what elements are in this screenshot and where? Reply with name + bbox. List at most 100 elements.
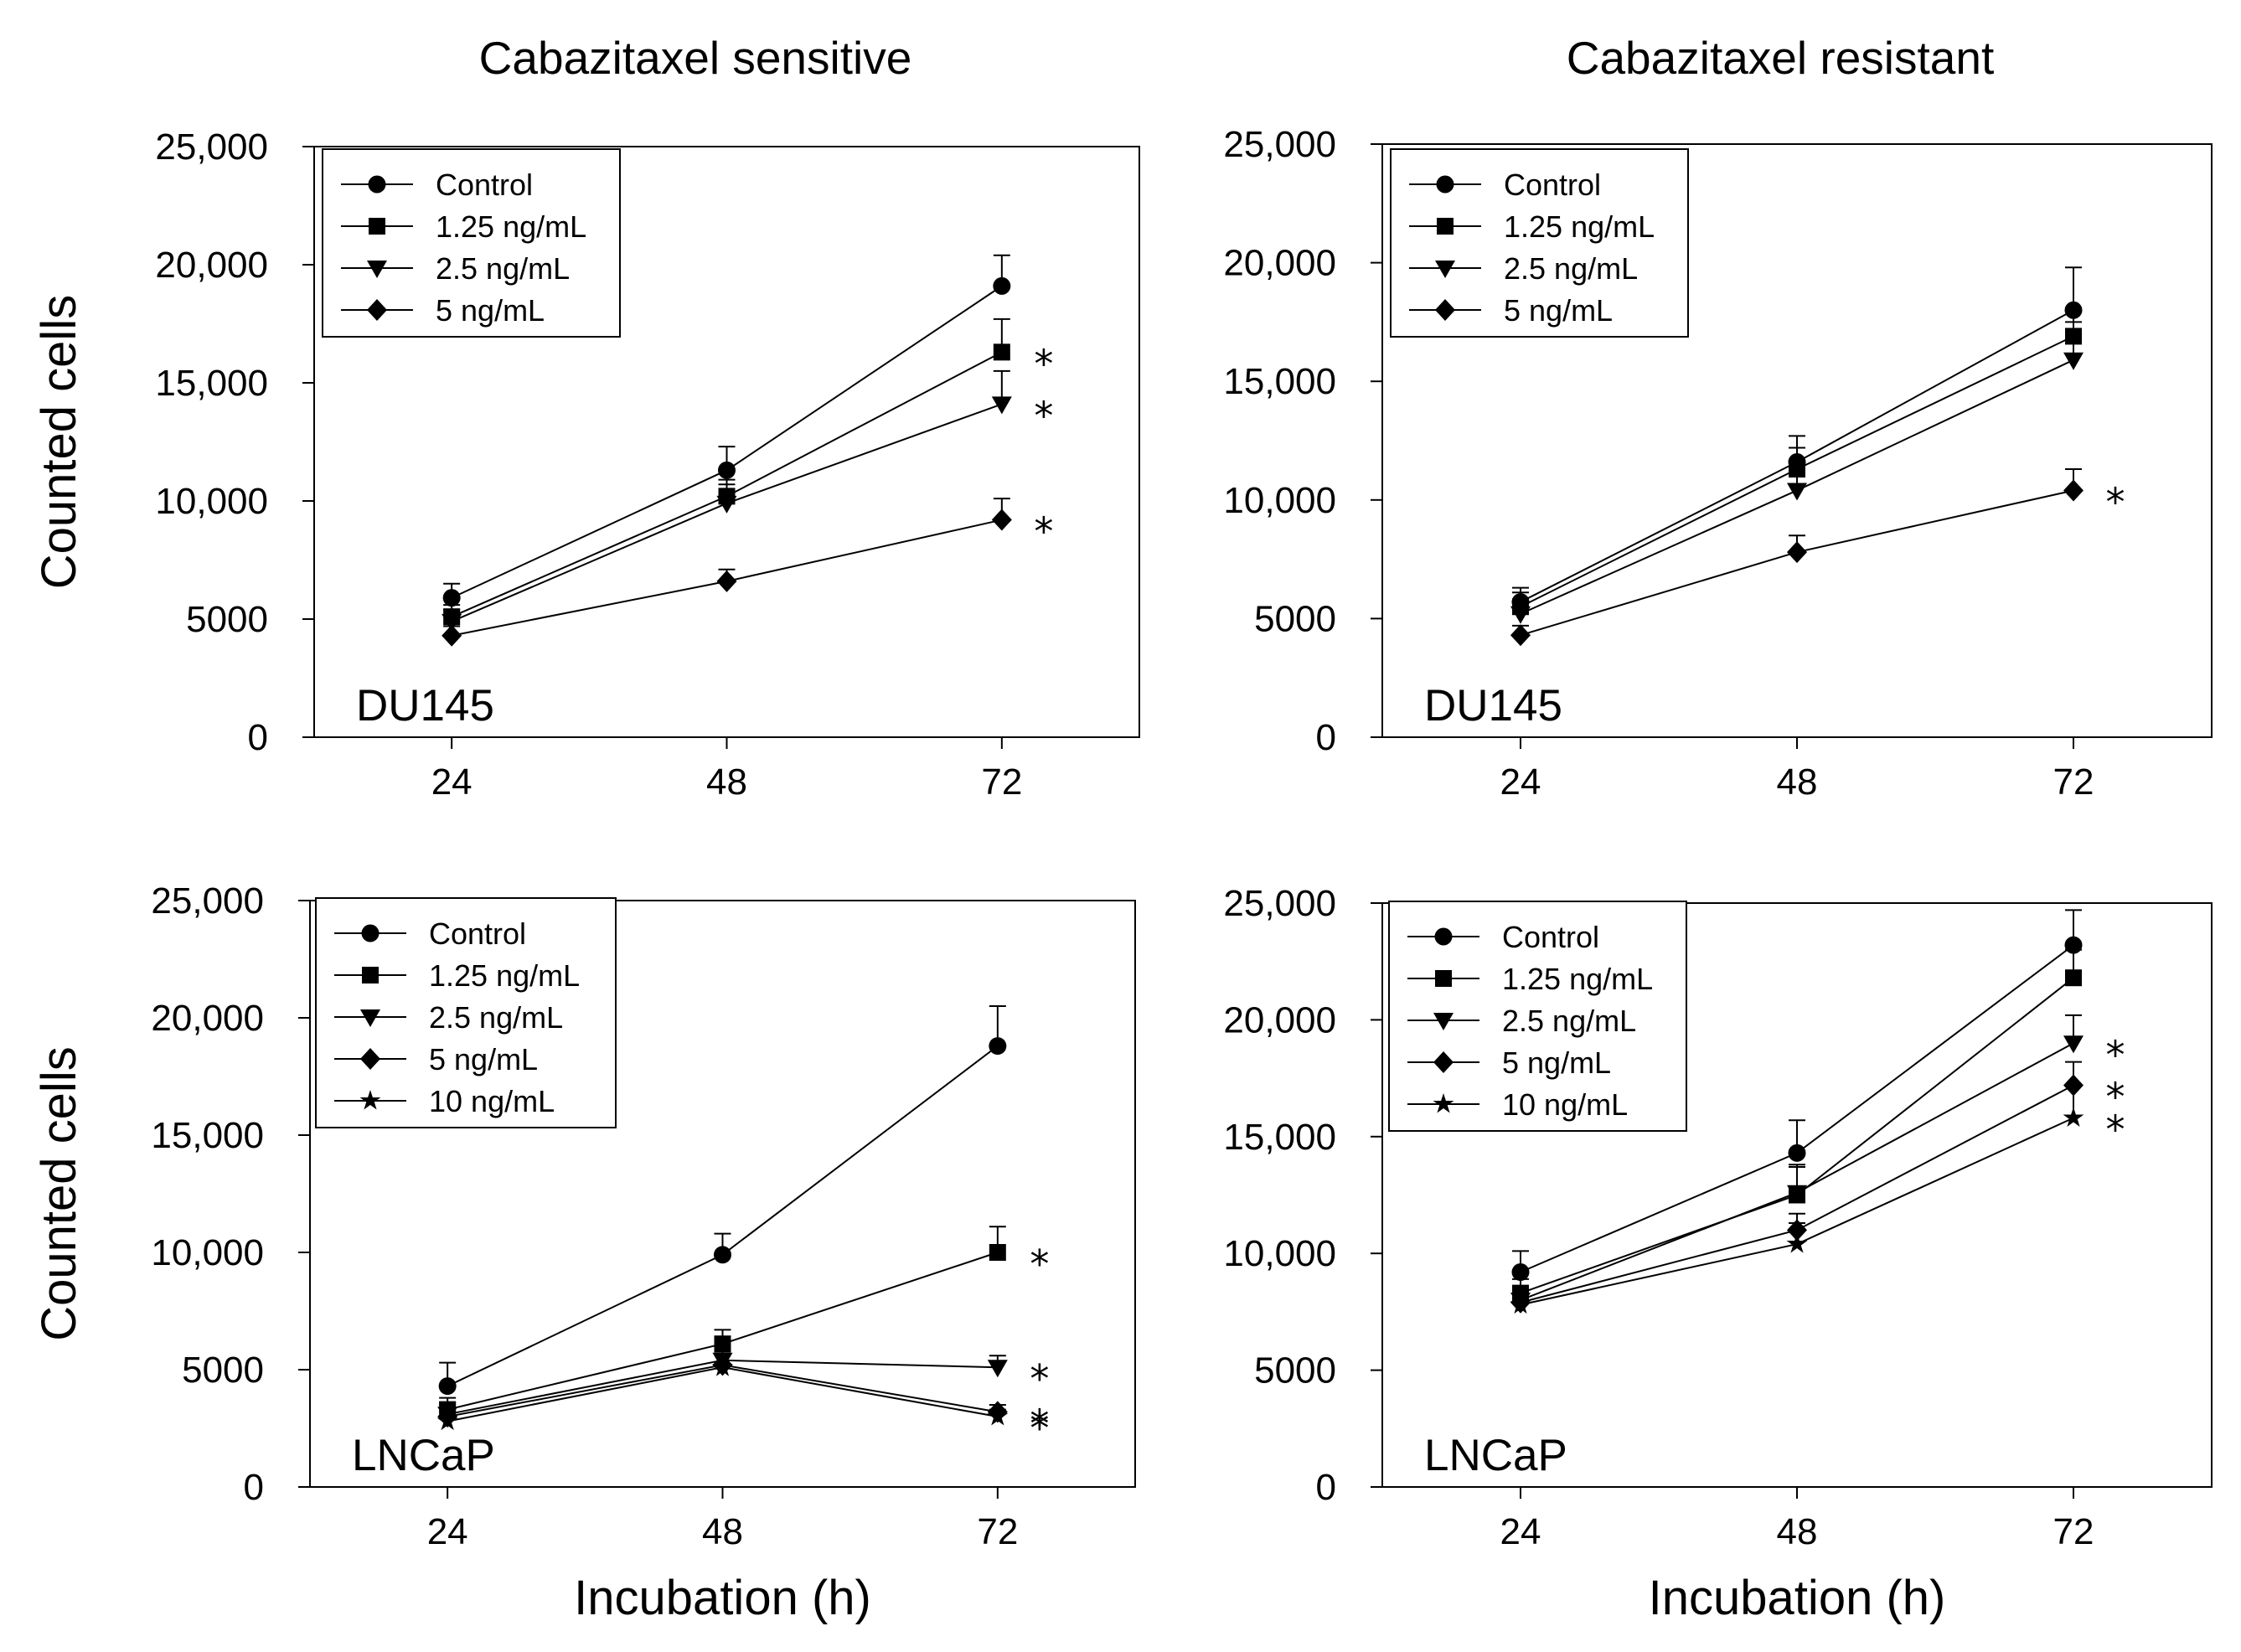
chart-top-right: 0 5000 10,000 15,000 20,000 25,000 24 48 72 * Cont…: [1223, 124, 2213, 803]
legend: Control 1.25 ng/mL 2.5 ng/mL 5 ng/mL 10 ng/m…: [315, 897, 617, 1128]
series-1-25-ng-ml: *: [443, 317, 1053, 626]
legend-entry: 1.25 ng/mL: [436, 209, 586, 244]
x-tick-label: 24: [1500, 761, 1541, 803]
legend-entry: 5 ng/mL: [1504, 293, 1613, 328]
legend-entry: 5 ng/mL: [436, 293, 545, 328]
legend-entry: 2.5 ng/mL: [1504, 251, 1638, 286]
data-point: [1510, 1293, 1531, 1314]
legend-entry: 10 ng/mL: [1502, 1087, 1628, 1122]
data-point: [993, 343, 1010, 361]
chart-bottom-right: 0 5000 10,000 15,000 20,000 25,000 24 48 72 Incub…: [1223, 883, 2213, 1625]
data-point: [1787, 1185, 1807, 1203]
series-5-ng-ml: *: [1510, 467, 2125, 647]
y-tick-label: 20,000: [155, 245, 268, 286]
significance-asterisk: *: [2106, 1074, 2125, 1119]
legend-marker: [1435, 299, 1455, 321]
series-2-5-ng-ml: *: [441, 369, 1053, 632]
series-1-25-ng-ml: *: [439, 1226, 1049, 1418]
data-point: [438, 1377, 457, 1396]
data-point: [714, 1246, 731, 1264]
legend-marker: [367, 261, 387, 278]
legend-entry: 1.25 ng/mL: [429, 958, 580, 993]
legend-marker: [1433, 1051, 1454, 1073]
y-tick-label: 10,000: [1223, 480, 1336, 521]
data-point: [987, 1406, 1009, 1426]
legend-marker: [360, 1048, 380, 1070]
y-tick-label: 25,000: [155, 126, 268, 168]
legend-marker: [368, 175, 386, 194]
data-point: [991, 396, 1012, 415]
legend-marker: [367, 299, 387, 321]
significance-asterisk: *: [1030, 1406, 1049, 1451]
legend-entry: 1.25 ng/mL: [1502, 962, 1653, 996]
series-2-5-ng-ml: [1510, 321, 2084, 624]
data-point: [1511, 1263, 1530, 1282]
series-control: [438, 1005, 1007, 1396]
y-tick-label: 0: [1316, 1467, 1336, 1508]
y-tick-label: 15,000: [1223, 361, 1336, 402]
legend-entry: 2.5 ng/mL: [1502, 1004, 1636, 1038]
data-point: [712, 1356, 733, 1376]
x-tick-label: 48: [706, 761, 747, 803]
data-point: [2063, 479, 2084, 502]
y-tick-label: 20,000: [1223, 243, 1336, 284]
data-point: [1786, 1233, 1808, 1253]
y-tick-label: 25,000: [1223, 883, 1336, 924]
significance-asterisk: *: [2106, 1107, 2125, 1152]
series-10-ng-ml: *: [1510, 1084, 2125, 1314]
data-point: [718, 461, 736, 479]
series-control: [442, 254, 1011, 607]
x-tick-label: 72: [977, 1511, 1018, 1552]
data-point: [714, 1335, 731, 1353]
data-point: [989, 1244, 1006, 1261]
legend-entry: 1.25 ng/mL: [1504, 209, 1655, 244]
y-axis-label: Counted cells: [32, 295, 86, 589]
y-tick-label: 5000: [186, 599, 268, 640]
y-tick-label: 25,000: [1223, 124, 1336, 165]
data-point: [716, 495, 737, 514]
legend-marker: [1434, 927, 1453, 946]
chart-bottom-left: 0 5000 10,000 15,000 20,000 25,000 24 48 72 Count…: [32, 880, 1136, 1625]
x-tick-label: 72: [2053, 1511, 2094, 1552]
y-tick-label: 10,000: [151, 1232, 264, 1273]
legend-entry: 5 ng/mL: [1502, 1045, 1611, 1080]
y-tick-label: 10,000: [155, 481, 268, 522]
y-tick-label: 15,000: [1223, 1117, 1336, 1158]
data-point: [1787, 541, 1807, 564]
significance-asterisk: *: [1030, 1401, 1049, 1446]
legend-marker: [361, 924, 380, 942]
significance-asterisk: *: [1034, 341, 1053, 386]
y-tick-label: 0: [248, 717, 268, 758]
legend-marker: [1433, 1093, 1454, 1113]
legend-marker: [359, 1090, 381, 1110]
significance-asterisk: *: [1034, 393, 1053, 438]
legend-entry: Control: [1502, 920, 1599, 954]
legend-entry: 5 ng/mL: [429, 1042, 538, 1076]
x-tick-label: 24: [1500, 1511, 1541, 1552]
y-tick-label: 10,000: [1223, 1233, 1336, 1274]
series-10-ng-ml: *: [436, 1352, 1049, 1451]
cell-line-label: DU145: [1424, 681, 1562, 730]
data-point: [1787, 483, 1807, 501]
x-tick-label: 72: [2053, 761, 2094, 803]
data-point: [716, 570, 737, 592]
data-point: [442, 589, 461, 607]
legend-entry: Control: [1504, 168, 1601, 202]
series-2-5-ng-ml: *: [437, 1345, 1049, 1425]
y-tick-label: 15,000: [151, 1115, 264, 1156]
data-point: [441, 624, 462, 647]
y-tick-label: 20,000: [1223, 999, 1336, 1040]
legend: Control 1.25 ng/mL 2.5 ng/mL 5 ng/mL: [322, 148, 621, 338]
legend-marker: [369, 218, 385, 235]
column-title-sensitive: Cabazitaxel sensitive: [479, 32, 912, 84]
x-tick-label: 24: [431, 761, 472, 803]
data-point: [993, 276, 1011, 295]
column-title-resistant: Cabazitaxel resistant: [1567, 32, 1995, 84]
significance-asterisk: *: [2106, 1032, 2125, 1077]
data-point: [2065, 969, 2082, 987]
legend-marker: [360, 1009, 380, 1027]
legend-entry: Control: [436, 168, 533, 202]
y-tick-label: 0: [1316, 717, 1336, 758]
data-point: [991, 509, 1012, 531]
